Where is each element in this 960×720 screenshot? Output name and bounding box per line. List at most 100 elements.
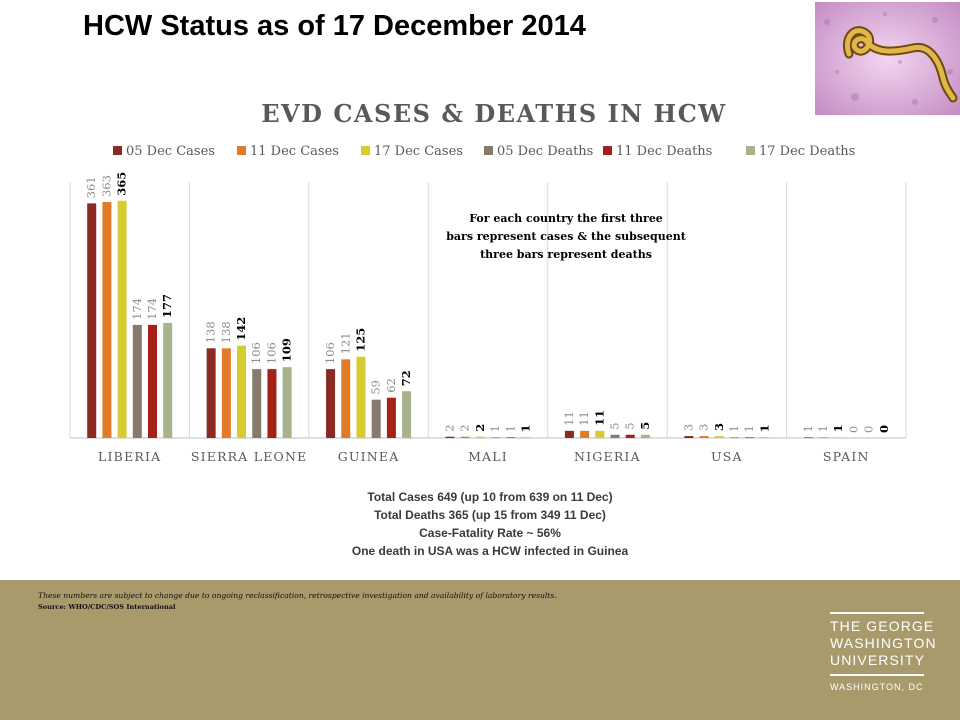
data-label-sierra-leone-11-dec-deaths: 106 [264,342,278,364]
gwu-logo: THE GEORGE WASHINGTON UNIVERSITY WASHING… [830,612,936,692]
stat-usa-note: One death in USA was a HCW infected in G… [351,544,629,558]
bar-guinea-05-dec-deaths [371,399,381,438]
legend-swatch-17-dec-deaths [746,146,755,155]
data-label-liberia-11-dec-deaths: 174 [145,298,159,320]
logo-subtitle: WASHINGTON, DC [830,682,924,692]
bar-guinea-05-dec-cases [326,369,336,438]
data-label-nigeria-17-dec-cases: 11 [592,410,606,426]
data-label-usa-11-dec-deaths: 1 [742,425,756,432]
category-label-mali: MALI [468,449,508,464]
data-label-usa-17-dec-cases: 3 [712,423,726,431]
legend-item-11-dec-cases: 11 Dec Cases [237,144,339,159]
data-label-nigeria-11-dec-cases: 11 [577,411,591,426]
legend-label-11-dec-cases: 11 Dec Cases [250,144,339,159]
data-label-guinea-05-dec-deaths: 59 [369,380,383,395]
bar-nigeria-17-dec-cases [595,430,605,438]
category-label-usa: USA [711,449,743,464]
data-label-spain-11-dec-cases: 1 [816,425,830,432]
bar-sierra-leone-17-dec-deaths [282,367,292,438]
bar-sierra-leone-17-dec-cases [237,345,247,438]
stat-total-cases: Total Cases 649 (up 10 from 639 on 11 De… [367,490,613,504]
data-label-sierra-leone-05-dec-cases: 138 [204,321,218,343]
data-label-mali-17-dec-deaths: 1 [519,424,533,432]
annotation-line-3: three bars represent deaths [480,248,652,261]
bar-spain-05-dec-cases [803,437,813,438]
data-label-nigeria-05-dec-deaths: 5 [608,422,622,429]
category-label-spain: SPAIN [823,449,870,464]
data-label-mali-17-dec-cases: 2 [473,424,487,432]
bar-mali-11-dec-deaths [506,437,516,438]
data-label-sierra-leone-17-dec-cases: 142 [234,317,248,341]
bar-sierra-leone-05-dec-cases [206,348,216,438]
bar-nigeria-17-dec-deaths [640,434,650,438]
category-label-liberia: LIBERIA [98,449,161,464]
data-label-guinea-11-dec-deaths: 62 [384,378,398,393]
data-label-mali-05-dec-cases: 2 [443,424,457,431]
bar-usa-05-dec-deaths [729,437,739,438]
data-label-liberia-17-dec-deaths: 177 [160,294,174,318]
data-label-usa-11-dec-cases: 3 [697,424,711,431]
category-group-nigeria: 11 11 115 5 5 [562,410,652,438]
footer-band: These numbers are subject to change due … [0,580,960,720]
data-label-usa-05-dec-cases: 3 [681,424,695,431]
bar-mali-17-dec-cases [475,436,485,438]
data-label-sierra-leone-11-dec-cases: 138 [219,321,233,343]
legend-item-17-dec-cases: 17 Dec Cases [361,144,463,159]
bar-liberia-05-dec-deaths [132,324,142,438]
bar-sierra-leone-05-dec-deaths [252,369,262,438]
bar-liberia-17-dec-deaths [163,322,173,438]
data-label-usa-17-dec-deaths: 1 [757,424,771,432]
data-label-spain-17-dec-deaths: 0 [877,425,891,433]
chart-legend: 05 Dec Cases 11 Dec Cases 17 Dec Cases 05 D… [113,144,855,159]
bar-liberia-11-dec-deaths [148,324,158,438]
data-label-spain-05-dec-cases: 1 [801,425,815,432]
legend-swatch-17-dec-cases [361,146,370,155]
data-label-liberia-05-dec-cases: 361 [84,176,98,198]
logo-rule-bottom [830,674,924,676]
chart-title: EVD CASES & DEATHS IN HCW [261,99,727,128]
data-label-mali-11-dec-deaths: 1 [503,425,517,432]
bar-liberia-11-dec-cases [102,202,112,438]
bar-mali-17-dec-deaths [521,437,531,438]
slide-title: HCW Status as of 17 December 2014 [83,10,586,42]
data-label-guinea-17-dec-deaths: 72 [399,370,413,386]
data-label-sierra-leone-17-dec-deaths: 109 [280,338,294,362]
data-label-mali-05-dec-deaths: 1 [488,425,502,432]
stat-case-fatality: Case-Fatality Rate ~ 56% [419,526,561,540]
bar-guinea-17-dec-deaths [402,391,412,438]
bar-mali-05-dec-deaths [491,437,501,438]
bar-mali-11-dec-cases [460,436,470,438]
ebola-virus-image [815,2,960,115]
bar-spain-11-dec-cases [818,437,828,438]
bar-nigeria-05-dec-deaths [610,434,620,438]
data-label-guinea-05-dec-cases: 106 [323,342,337,364]
category-label-nigeria: NIGERIA [574,449,641,464]
legend-item-17-dec-deaths: 17 Dec Deaths [746,144,855,159]
bar-usa-11-dec-deaths [745,437,755,438]
bar-liberia-17-dec-cases [117,200,127,438]
bar-guinea-11-dec-cases [341,359,351,438]
legend-item-11-dec-deaths: 11 Dec Deaths [603,144,712,159]
bar-guinea-11-dec-deaths [386,397,396,438]
legend-swatch-05-dec-deaths [484,146,493,155]
bar-guinea-17-dec-cases [356,356,366,438]
bar-nigeria-05-dec-cases [564,430,574,438]
bar-usa-11-dec-cases [699,436,709,438]
bar-usa-17-dec-deaths [760,437,770,438]
annotation-line-1: For each country the first three [469,212,663,225]
legend-label-17-dec-deaths: 17 Dec Deaths [759,144,855,159]
legend-label-17-dec-cases: 17 Dec Cases [374,144,463,159]
legend-swatch-11-dec-cases [237,146,246,155]
data-label-spain-11-dec-deaths: 0 [862,426,876,433]
bar-sierra-leone-11-dec-deaths [267,369,277,438]
bar-usa-17-dec-cases [714,436,724,438]
data-label-nigeria-05-dec-cases: 11 [562,411,576,426]
data-label-sierra-leone-05-dec-deaths: 106 [249,342,263,364]
data-label-liberia-05-dec-deaths: 174 [130,298,144,320]
data-label-liberia-11-dec-cases: 363 [99,175,113,197]
